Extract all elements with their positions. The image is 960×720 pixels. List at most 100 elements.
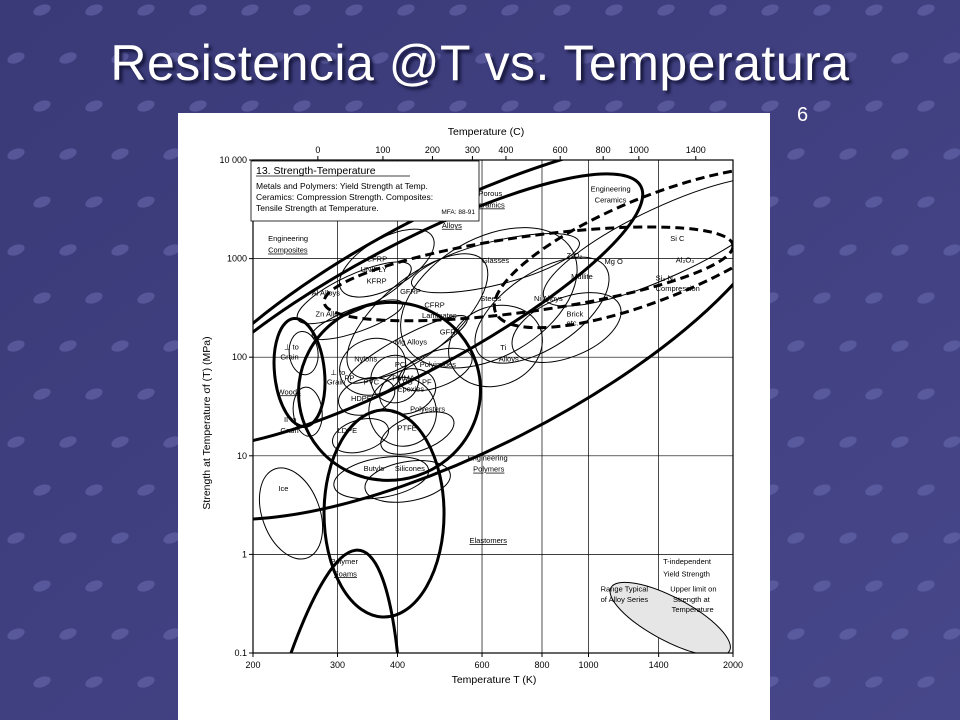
region-label: of Alloy Series [601,595,649,604]
background-dot [449,4,467,16]
background-dot [527,52,545,64]
region-label: KFRP [367,276,387,285]
background-dot [163,340,181,352]
background-dot [345,4,363,16]
region-label: Engineering [268,234,308,243]
region-label: ZrO₂ [567,251,583,260]
region-label: GFRP [400,287,421,296]
background-dot [917,388,935,400]
x2-tick-label: 600 [553,145,568,155]
background-dot [943,340,960,352]
background-dot [59,436,77,448]
background-dot [59,340,77,352]
background-dot [735,52,753,64]
region-mg-alloys [347,315,468,384]
background-dot [111,148,129,160]
region-label: Engineering [468,453,508,462]
background-dot [787,628,805,640]
background-dot [813,4,831,16]
background-dot [839,436,857,448]
strength-temperature-chart: Engineering Composites Porous Ceramics Engin… [201,126,743,686]
region-cfrp [338,228,435,298]
region-label: Grain [280,352,298,361]
x-tick-label: 600 [475,660,490,670]
region-label: Temperature [672,605,714,614]
background-dot [423,52,441,64]
region-label: Composites [268,246,308,255]
region-label: Epoxies [397,384,424,393]
background-dot [605,4,623,16]
background-dot [111,52,129,64]
region-label: Nylons [354,355,377,364]
region-ptfe [380,411,455,455]
background-dot [85,196,103,208]
background-dot [787,436,805,448]
background-dot [865,676,883,688]
slide-title: Resistencia @T vs. Temperatura [110,35,850,91]
background-dot [267,52,285,64]
region-steels [400,227,578,369]
chart-subtitle-3: Tensile Strength at Temperature. [256,203,379,213]
region-label: Ti [500,343,506,352]
region-wood-perp [288,330,319,376]
background-dot [85,100,103,112]
background-dot [891,244,909,256]
y-tick-label: 1 [242,549,247,559]
x2-tick-label: 300 [465,145,480,155]
y-tick-label: 1000 [227,254,247,264]
background-dot [865,388,883,400]
background-dot [865,484,883,496]
region-engineering-polymers [297,300,482,482]
background-dot [85,388,103,400]
region-sic [542,175,733,307]
chart-subtitle-2: Ceramics: Compression Strength. Composit… [256,192,433,202]
region-polyimides [398,347,473,392]
background-dot [345,100,363,112]
background-dot [501,100,519,112]
background-dot [111,532,129,544]
region-label: Zn Alloys [316,309,347,318]
region-label: Mullite [571,272,593,281]
region-elastomers [322,408,446,619]
region-label: Compression [656,284,700,293]
background-dot [943,436,960,448]
region-woods [272,316,327,428]
background-dot [943,52,960,64]
background-dot [137,388,155,400]
region-label: UNIPLY [361,265,388,274]
region-label: PP [344,374,354,383]
axes: 200 300 400 600 800 1000 1400 2000 0 100 200 300 400… [219,145,743,670]
region-label: PVC [364,377,380,386]
chart-subtitle-1: Metals and Polymers: Yield Strength at T… [256,181,428,191]
background-dot [787,52,805,64]
region-label: Butyls [364,464,385,473]
region-glasses [410,232,580,294]
region-label: Ceramics [595,196,627,205]
background-dot [865,580,883,592]
background-dot [293,100,311,112]
background-dot [7,340,25,352]
background-dot [7,532,25,544]
region-label: LDPE [338,426,358,435]
y-tick-label: 10 000 [219,155,247,165]
background-dot [137,292,155,304]
region-label: ⊥ to [284,342,299,351]
background-dot [917,4,935,16]
background-dot [293,4,311,16]
background-dot [917,292,935,304]
region-label: Alloys [499,355,519,364]
region-label: Steels [480,294,501,303]
background-dot [813,388,831,400]
background-dot [7,148,25,160]
region-label: Glasses [482,256,509,265]
background-dot [683,52,701,64]
region-label: Elastomers [469,536,507,545]
background-dot [787,148,805,160]
background-dot [33,484,51,496]
region-label: Si C [670,234,685,243]
background-dot [917,196,935,208]
region-label: PC [395,360,406,369]
background-dot [137,580,155,592]
region-polymer-foams [289,548,399,653]
background-dot [241,4,259,16]
